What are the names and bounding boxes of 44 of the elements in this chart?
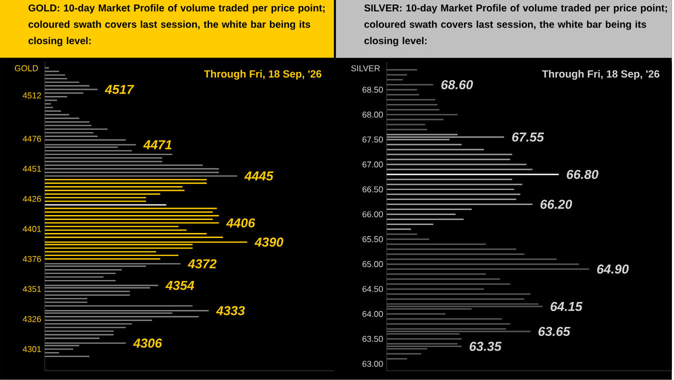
y-tick-label: 4512 — [22, 92, 41, 99]
y-tick-label: 65.50 — [362, 236, 383, 242]
y-tick-label: 4351 — [22, 286, 41, 292]
y-axis-title: GOLD — [14, 65, 38, 72]
y-tick-label: 4451 — [22, 166, 41, 172]
y-tick-label: 4326 — [22, 316, 41, 322]
y-tick-label: 64.00 — [362, 311, 383, 318]
annotation: 66.20 — [540, 200, 572, 210]
annotation: 67.55 — [512, 132, 544, 142]
y-tick-label: 4401 — [22, 226, 41, 232]
y-tick-label: 63.00 — [362, 360, 383, 367]
y-axis-title: SILVER — [351, 65, 380, 72]
annotation: 4406 — [226, 218, 256, 228]
annotation: 64.90 — [597, 264, 629, 274]
annotation: 4517 — [104, 85, 134, 94]
annotation: 63.65 — [538, 326, 570, 336]
y-tick-label: 4426 — [22, 196, 41, 202]
y-tick-label: 66.00 — [362, 211, 383, 218]
y-tick-label: 4301 — [22, 346, 41, 352]
y-tick-label: 68.00 — [362, 112, 383, 118]
annotation: 68.60 — [441, 80, 473, 90]
annotation: 63.35 — [470, 342, 502, 352]
annotation: 4354 — [165, 280, 194, 290]
annotation: 4306 — [133, 338, 162, 348]
annotation: 4333 — [216, 306, 245, 316]
y-tick-label: 67.50 — [362, 136, 383, 143]
chart-title: SILVER: 10-day Market Profile of volume traded per price point; coloured swath covers last session, the white bar being its closing level: — [364, 4, 667, 46]
annotation: 4471 — [143, 140, 172, 150]
chart-title: GOLD: 10-day Market Profile of volume traded per price point; coloured swath covers last session, the white bar being its closing level: — [28, 4, 325, 46]
annotation: 64.15 — [550, 302, 582, 312]
annotation: 66.80 — [566, 170, 598, 180]
y-tick-label: 66.50 — [362, 186, 383, 192]
annotation: 4390 — [254, 238, 284, 247]
annotation: 4445 — [244, 172, 274, 181]
annotation: 4372 — [188, 259, 217, 268]
y-tick-label: 4476 — [22, 136, 41, 142]
y-tick-label: 4376 — [22, 256, 41, 262]
y-tick-label: 63.50 — [362, 336, 383, 342]
y-tick-label: 65.00 — [362, 261, 383, 268]
y-tick-label: 64.50 — [362, 286, 383, 292]
text: Through Fri, 18 Sep, '26 — [204, 70, 322, 80]
y-tick-label: 67.00 — [362, 162, 383, 168]
text: Through Fri, 18 Sep, '26 — [542, 70, 660, 80]
y-tick-label: 68.50 — [362, 86, 383, 93]
